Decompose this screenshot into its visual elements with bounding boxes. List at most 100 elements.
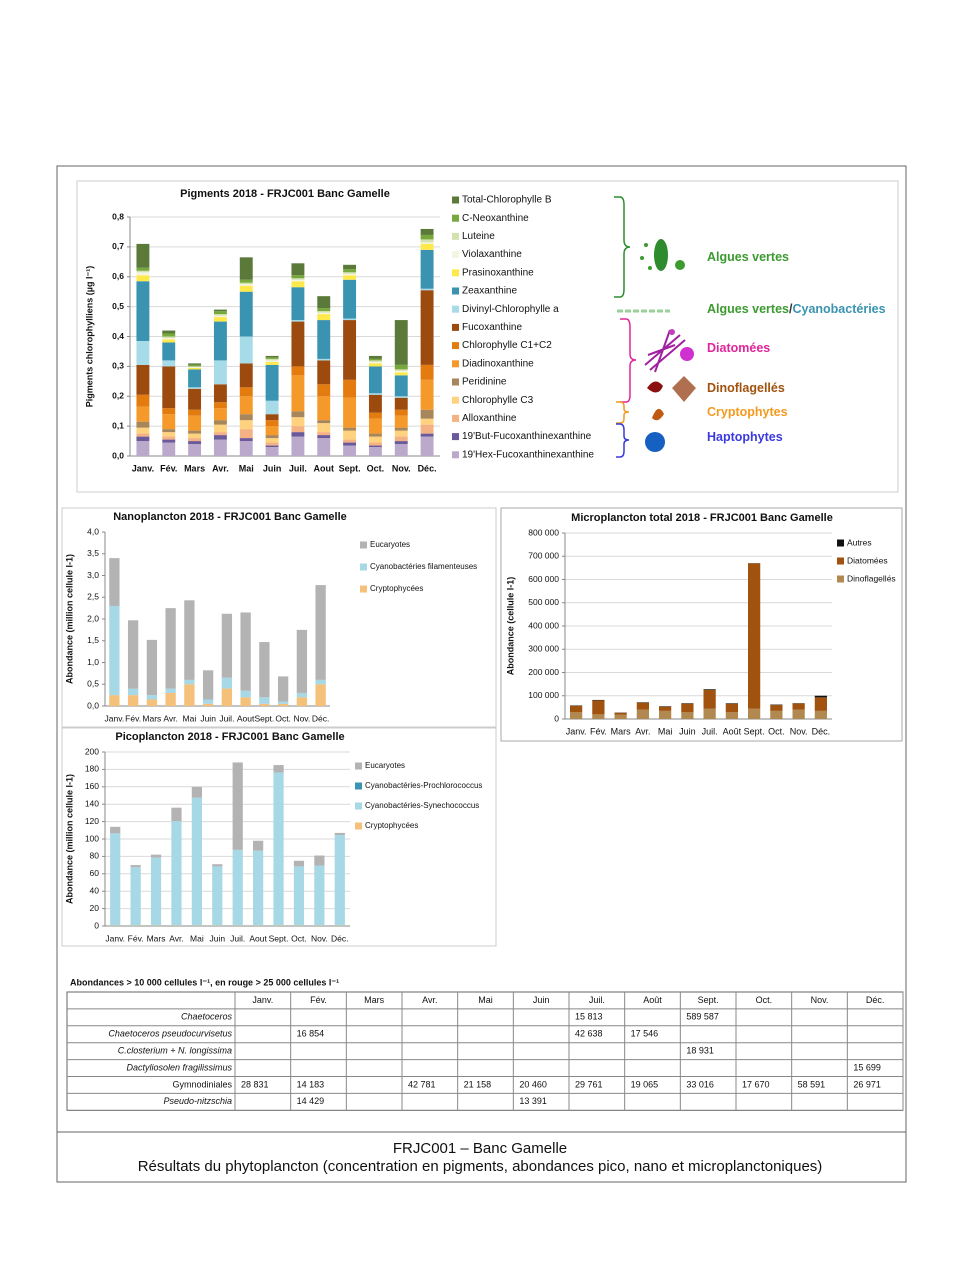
- y-tick-label: 500 000: [528, 597, 559, 607]
- bar-segment: [213, 408, 227, 421]
- bar-segment: [265, 414, 279, 421]
- legend-swatch: [360, 541, 367, 549]
- bar-segment: [188, 366, 202, 367]
- bar-segment: [343, 264, 357, 270]
- bar-segment: [265, 361, 279, 365]
- legend-label: Diatomées: [847, 555, 888, 565]
- x-tick-label: Avr.: [212, 463, 229, 473]
- bar-segment: [239, 414, 253, 421]
- bar-segment: [191, 786, 202, 798]
- legend-label: Chlorophylle C1+C2: [462, 340, 552, 351]
- bar-segment: [368, 445, 382, 448]
- bar-segment: [213, 439, 227, 456]
- x-tick-label: Juil.: [289, 463, 307, 473]
- x-tick-label: Oct.: [367, 463, 385, 473]
- bar-segment: [317, 308, 331, 312]
- group-label: Algues vertes: [707, 250, 789, 264]
- legend-swatch: [360, 563, 367, 571]
- bar-segment: [188, 388, 202, 410]
- y-tick-label: 800 000: [528, 527, 559, 537]
- pico-frame: [61, 727, 497, 947]
- bar-segment: [420, 424, 434, 434]
- bar-segment: [162, 414, 176, 430]
- y-tick-label: 0,2: [112, 391, 124, 401]
- bar-segment: [420, 418, 434, 425]
- bar-segment: [110, 826, 121, 834]
- bar-segment: [368, 360, 382, 362]
- x-tick-label: Juil.: [219, 713, 234, 723]
- bar-segment: [165, 688, 176, 693]
- legend-swatch: [452, 451, 459, 459]
- bar-segment: [614, 714, 627, 719]
- legend-label: C-Neoxanthine: [462, 213, 529, 224]
- bar-segment: [136, 433, 150, 437]
- y-tick-label: 4,0: [87, 526, 99, 536]
- bar-segment: [343, 430, 357, 440]
- bar-segment: [368, 433, 382, 437]
- bar-segment: [130, 865, 141, 868]
- x-tick-label: Janv.: [105, 933, 125, 943]
- table-header: Mai: [478, 995, 493, 1005]
- y-tick-label: 3,5: [87, 548, 99, 558]
- bar-segment: [368, 412, 382, 419]
- bar-segment: [265, 442, 279, 446]
- x-tick-label: Avr.: [169, 933, 184, 943]
- bar-segment: [265, 358, 279, 361]
- y-tick-label: 20: [90, 903, 100, 913]
- bar-segment: [162, 333, 176, 337]
- bar-segment: [636, 702, 649, 710]
- table-header: Juin: [533, 995, 550, 1005]
- bar-segment: [136, 394, 150, 407]
- bar-segment: [127, 695, 139, 706]
- bar-segment: [162, 337, 176, 340]
- bar-segment: [136, 267, 150, 271]
- bar-segment: [188, 366, 202, 368]
- bar-segment: [570, 712, 583, 719]
- bar-segment: [162, 439, 176, 443]
- legend-swatch: [837, 539, 844, 547]
- x-tick-label: Juin: [679, 726, 696, 736]
- y-axis-label: Abondance (million cellule l-1): [64, 774, 74, 904]
- x-tick-label: Mars: [142, 713, 161, 723]
- legend-swatch: [355, 802, 362, 810]
- x-tick-label: Sept.: [744, 726, 765, 736]
- bar-segment: [150, 857, 162, 926]
- bar-segment: [188, 441, 202, 445]
- bar-segment: [146, 695, 158, 700]
- bar-segment: [110, 833, 121, 926]
- bar-segment: [317, 311, 331, 313]
- bar-segment: [277, 703, 289, 706]
- bar-segment: [188, 415, 202, 431]
- legend-label: Cryptophycées: [370, 584, 423, 593]
- bar-segment: [291, 278, 305, 280]
- bar-segment: [394, 372, 408, 376]
- bar-segment: [614, 712, 627, 715]
- bar-segment: [334, 835, 345, 926]
- bar-segment: [265, 420, 279, 427]
- x-tick-label: Nov.: [311, 933, 328, 943]
- bar-segment: [394, 370, 408, 373]
- x-tick-label: Janv.: [132, 463, 154, 473]
- y-tick-label: 60: [90, 868, 100, 878]
- legend-swatch: [452, 269, 459, 277]
- y-tick-label: 100 000: [528, 690, 559, 700]
- legend-swatch: [452, 287, 459, 295]
- x-tick-label: Aout: [249, 933, 267, 943]
- bar-segment: [748, 563, 761, 709]
- bar-segment: [291, 426, 305, 433]
- bar-segment: [394, 436, 408, 442]
- bar-segment: [213, 309, 227, 312]
- bar-segment: [725, 712, 738, 719]
- table-cell: 28 831: [241, 1079, 269, 1089]
- group-icons: [640, 239, 696, 452]
- bar-segment: [420, 409, 434, 419]
- y-tick-label: 200: [85, 746, 99, 756]
- table-row-name: Pseudo-nitzschia: [163, 1096, 232, 1106]
- bar-segment: [343, 273, 357, 276]
- bar-segment: [368, 355, 382, 359]
- bar-segment: [265, 400, 279, 415]
- bar-segment: [394, 320, 408, 365]
- bar-segment: [394, 441, 408, 445]
- x-tick-label: Juil.: [230, 933, 245, 943]
- y-tick-label: 0: [554, 713, 559, 723]
